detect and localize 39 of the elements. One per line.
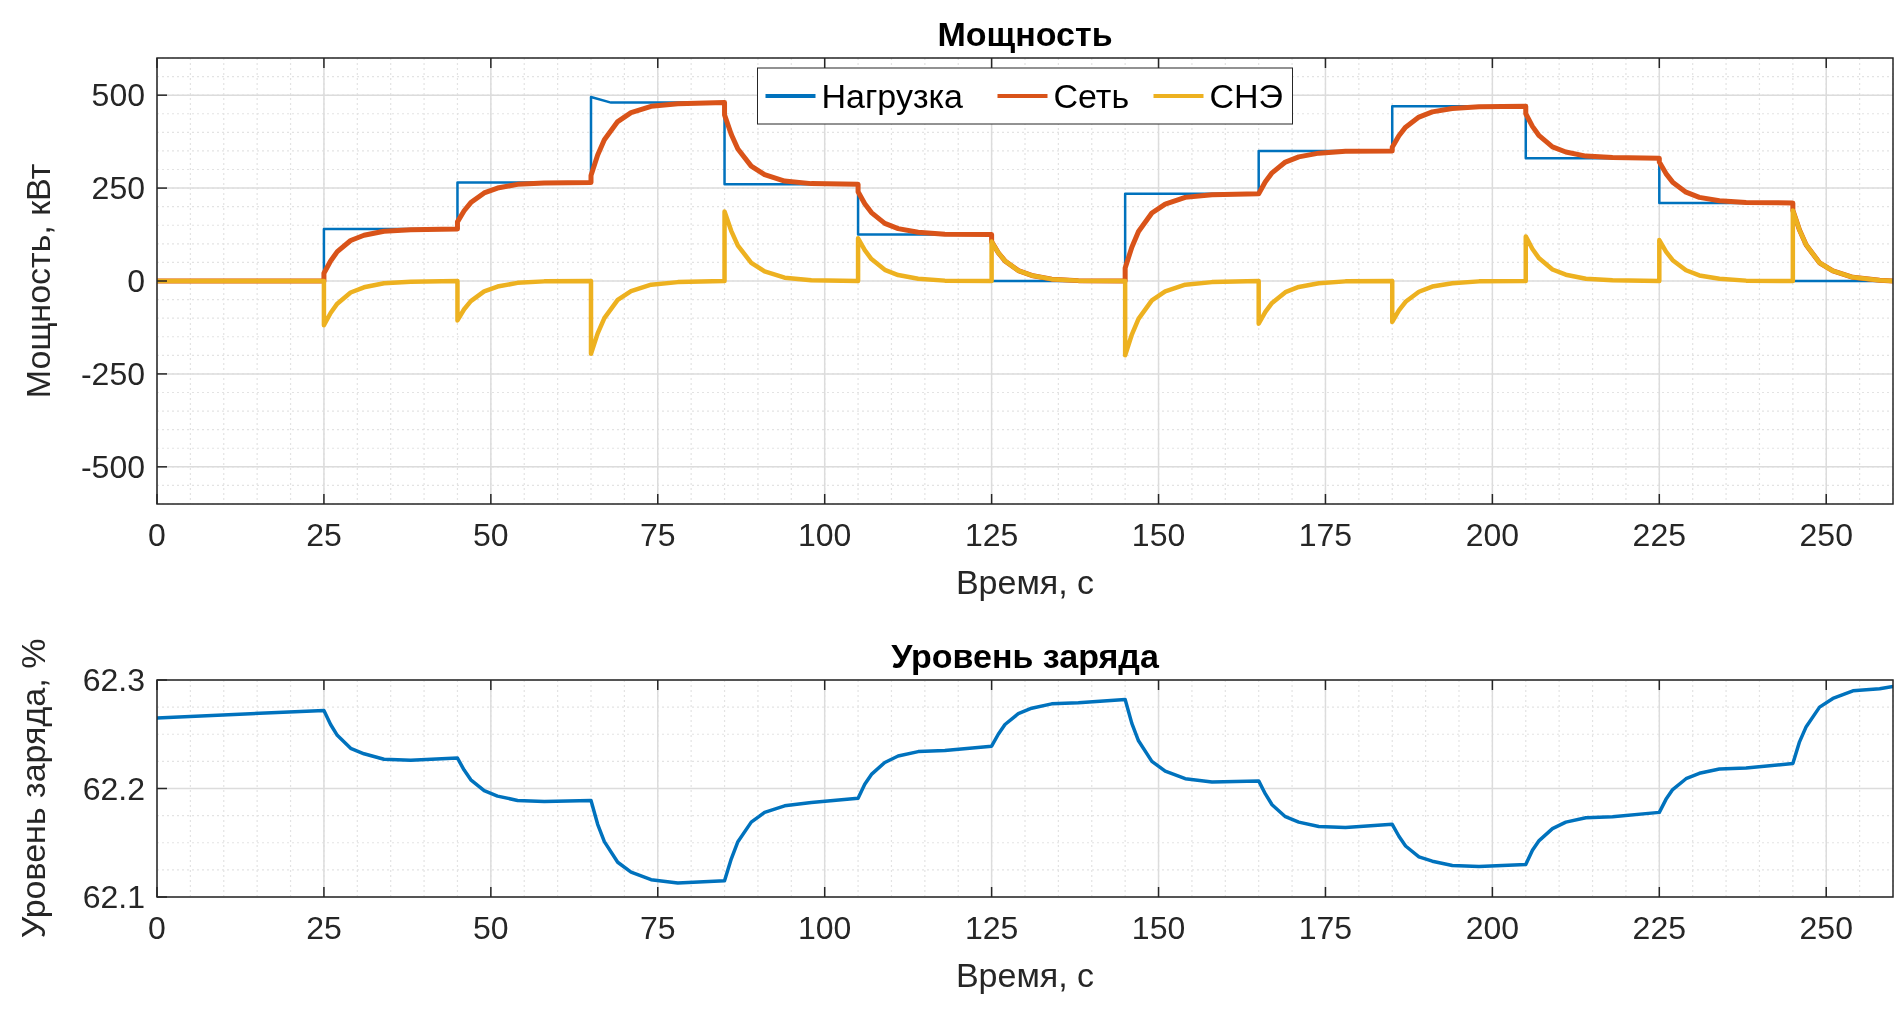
x-tick-label: 50 [473, 910, 509, 946]
x-tick-label: 200 [1465, 910, 1520, 946]
x-tick-label: 150 [1131, 517, 1186, 553]
chart-title: Мощность [937, 15, 1113, 53]
legend-label: СНЭ [1209, 77, 1284, 115]
x-tick-label: 150 [1131, 910, 1186, 946]
x-axis-title: Время, с [955, 563, 1095, 601]
x-tick-label: 125 [964, 910, 1019, 946]
chart-title: Уровень заряда [891, 637, 1160, 675]
x-tick-label: 250 [1799, 517, 1853, 553]
y-tick-label: 0 [127, 263, 145, 299]
y-tick-label: 62.2 [82, 770, 145, 807]
x-tick-label: 250 [1799, 910, 1853, 946]
x-tick-label: 225 [1632, 517, 1686, 553]
x-tick-label: 200 [1465, 517, 1520, 553]
x-tick-label: 25 [306, 910, 342, 946]
x-tick-label: 75 [639, 517, 676, 553]
y-tick-label: 62.3 [82, 662, 145, 698]
x-tick-label: 25 [306, 517, 342, 553]
y-tick-label: 62.1 [82, 879, 145, 915]
x-tick-label: 225 [1632, 910, 1686, 946]
x-axis-title: Время, с [955, 956, 1095, 994]
legend-label: Сеть [1053, 77, 1130, 115]
x-tick-label: 100 [798, 910, 852, 946]
x-tick-label: 100 [798, 517, 852, 553]
x-tick-label: 175 [1298, 517, 1353, 553]
line-series [157, 684, 1893, 885]
x-tick-label: 75 [639, 910, 676, 946]
y-tick-label: -500 [80, 448, 145, 485]
y-tick-label: 250 [91, 170, 145, 207]
legend-label: Нагрузка [821, 77, 964, 115]
x-tick-label: 50 [473, 517, 509, 553]
y-tick-label: 500 [91, 77, 145, 114]
y-axis-title: Уровень заряда, % [14, 638, 52, 939]
x-tick-label: 125 [964, 517, 1019, 553]
line-series [157, 208, 1893, 358]
y-axis-title: Мощность, кВт [19, 163, 57, 399]
y-tick-label: -250 [80, 355, 145, 392]
x-tick-label: 175 [1298, 910, 1353, 946]
